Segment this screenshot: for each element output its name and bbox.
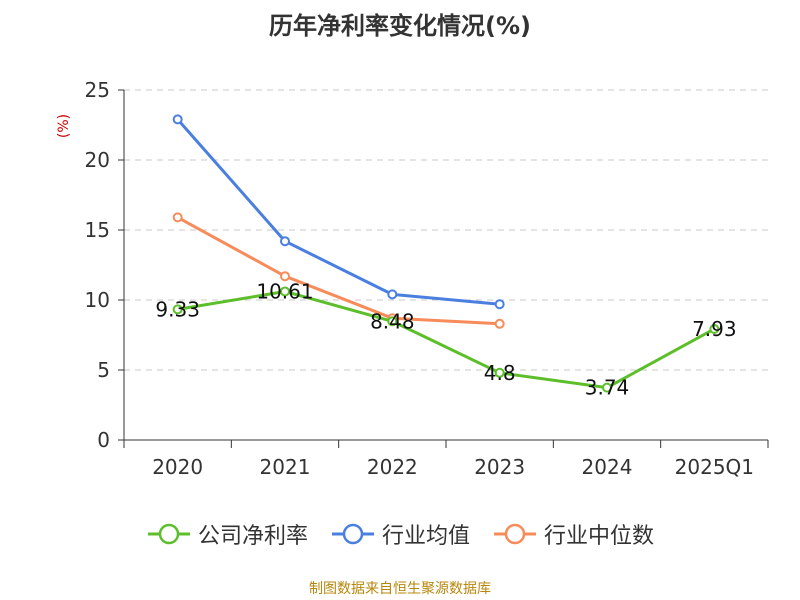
- data-point: [280, 236, 290, 247]
- data-point: [494, 299, 505, 310]
- data-point: [602, 382, 612, 393]
- data-point: [172, 212, 183, 223]
- data-label: 8.48: [370, 309, 415, 333]
- data-point: [494, 367, 505, 378]
- chart-title: 历年净利率变化情况(%): [269, 12, 531, 40]
- chart-legend: 公司净利率 行业均值 行业中位数: [0, 518, 800, 550]
- legend-marker-icon: [494, 523, 536, 545]
- y-tick-label: 5: [97, 358, 110, 382]
- y-tick-label: 15: [85, 218, 110, 242]
- data-point: [280, 286, 290, 297]
- data-point: [709, 323, 720, 334]
- y-tick-label: 20: [85, 148, 110, 172]
- data-point: [387, 316, 398, 327]
- legend-item-1[interactable]: 行业均值: [330, 518, 470, 550]
- y-tick-label: 10: [85, 288, 110, 312]
- data-label: 7.93: [692, 317, 737, 341]
- legend-label: 行业中位数: [544, 524, 655, 549]
- series-line-2: [176, 216, 500, 326]
- data-point: [280, 271, 290, 282]
- legend-label: 行业均值: [381, 524, 470, 549]
- data-point: [387, 289, 398, 300]
- series-line-0: [177, 289, 716, 390]
- legend-marker-icon: [331, 523, 374, 545]
- x-tick-label: 2023: [474, 455, 525, 479]
- data-point: [172, 114, 183, 125]
- y-tick-label: 25: [85, 78, 110, 102]
- y-tick-label: 0: [97, 428, 110, 452]
- x-tick-label: 2022: [367, 455, 418, 479]
- legend-item-2[interactable]: 行业中位数: [492, 518, 654, 550]
- data-point: [494, 318, 505, 329]
- y-axis-label: (%): [56, 114, 72, 138]
- x-tick-label: 2024: [582, 455, 633, 479]
- data-label: 9.33: [155, 297, 200, 321]
- series-line-1: [176, 118, 500, 306]
- data-point: [172, 304, 183, 315]
- x-tick-label: 2020: [152, 455, 203, 479]
- data-label: 3.74: [585, 376, 630, 400]
- legend-label: 公司净利率: [197, 524, 308, 549]
- x-tick-label: 2021: [260, 455, 311, 479]
- x-tick-label: 2025Q1: [675, 455, 754, 479]
- data-label: 4.8: [484, 361, 516, 385]
- legend-item-0[interactable]: 公司净利率: [146, 518, 308, 550]
- legend-marker-icon: [147, 523, 190, 545]
- data-source-note: 制图数据来自恒生聚源数据库: [309, 581, 491, 597]
- data-label: 10.61: [256, 279, 313, 303]
